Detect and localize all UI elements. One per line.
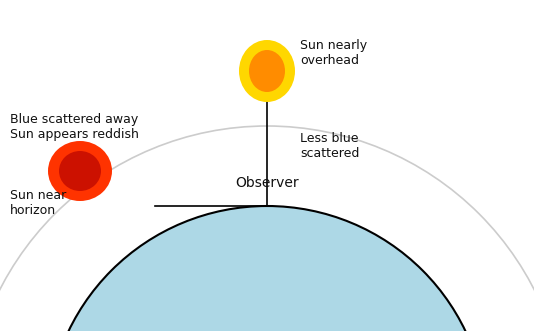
Circle shape (47, 206, 487, 331)
Ellipse shape (239, 40, 295, 102)
Text: Sun nearly
overhead: Sun nearly overhead (300, 39, 367, 67)
Ellipse shape (48, 141, 112, 201)
Ellipse shape (59, 151, 101, 191)
Ellipse shape (249, 50, 285, 92)
Text: Observer: Observer (235, 176, 299, 190)
Text: Blue scattered away
Sun appears reddish: Blue scattered away Sun appears reddish (10, 113, 139, 141)
Text: Sun near
horizon: Sun near horizon (10, 189, 66, 217)
Text: Less blue
scattered: Less blue scattered (300, 132, 359, 160)
